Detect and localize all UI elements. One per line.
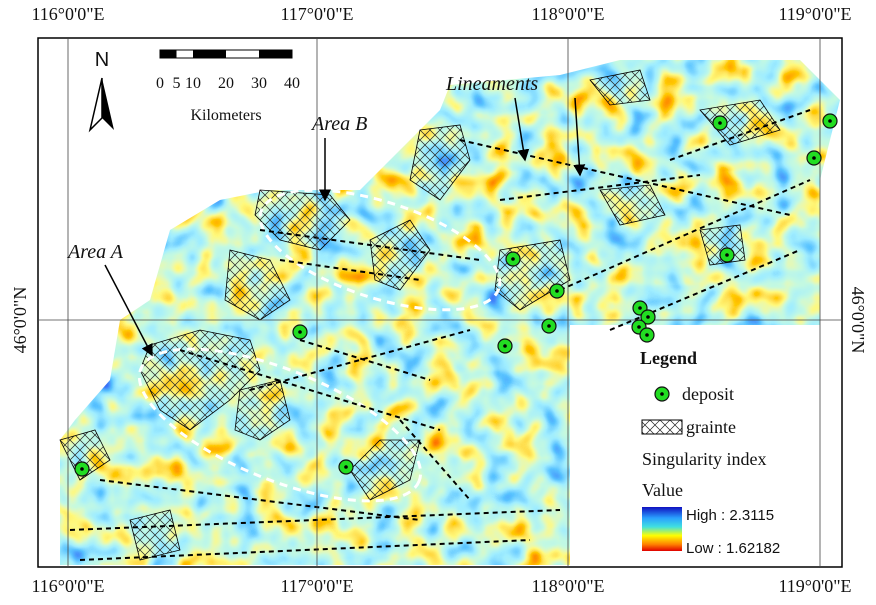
legend-item: Value xyxy=(642,480,683,500)
scale-tick-label: 20 xyxy=(218,75,234,92)
scale-tick-label: 40 xyxy=(284,75,300,92)
lon-label: 117°0'0"E xyxy=(280,576,353,596)
map: 116°0'0"E 117°0'0"E 118°0'0"E 119°0'0"E … xyxy=(0,0,876,605)
lat-label: 46°0'0"N xyxy=(848,287,868,354)
scale-tick-label: 5 xyxy=(173,75,181,92)
legend-item: grainte xyxy=(686,417,736,437)
legend-title: Legend xyxy=(640,348,697,368)
lon-label: 116°0'0"E xyxy=(31,4,104,24)
lon-label: 119°0'0"E xyxy=(778,576,851,596)
lon-label: 116°0'0"E xyxy=(31,576,104,596)
legend-item: deposit xyxy=(682,384,734,404)
lat-label: 46°0'0"N xyxy=(10,287,30,354)
scale-tick-label: 30 xyxy=(251,75,267,92)
annotation: Lineaments xyxy=(445,73,538,95)
scale-tick-label: 10 xyxy=(185,75,201,92)
legend-low: Low : 1.62182 xyxy=(686,540,780,557)
annotation: Area A xyxy=(66,241,124,263)
lon-label: 118°0'0"E xyxy=(531,576,604,596)
lon-label: 117°0'0"E xyxy=(280,4,353,24)
legend-item: Singularity index xyxy=(642,449,767,469)
north-label: N xyxy=(95,49,109,71)
lon-label: 119°0'0"E xyxy=(778,4,851,24)
annotation: Area B xyxy=(310,113,367,135)
scale-tick-label: 0 xyxy=(156,75,164,92)
legend-high: High : 2.3115 xyxy=(686,507,774,524)
lon-label: 118°0'0"E xyxy=(531,4,604,24)
scale-unit: Kilometers xyxy=(190,107,261,124)
